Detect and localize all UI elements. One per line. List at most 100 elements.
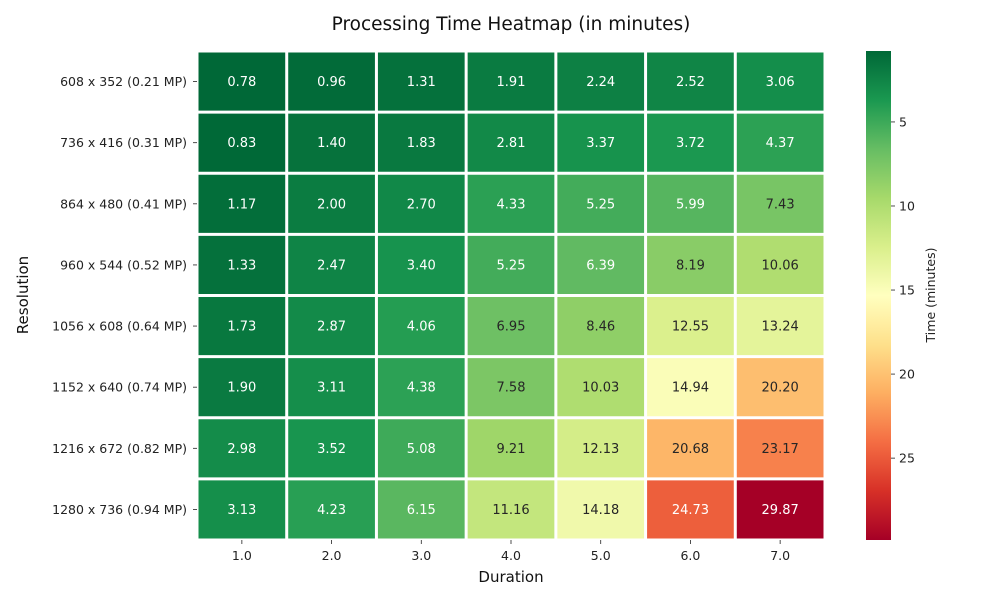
cell-value-label: 3.11 (317, 381, 346, 396)
cell-value-label: 10.06 (762, 258, 799, 273)
x-tick-label: 6.0 (680, 548, 700, 563)
cell-value-label: 2.81 (497, 136, 526, 151)
cell-value-label: 12.55 (672, 320, 709, 335)
cell-value-label: 5.25 (497, 258, 526, 273)
colorbar-title: Time (minutes) (923, 248, 938, 344)
y-tick-label: 864 x 480 (0.41 MP) (60, 196, 187, 211)
heatmap-cell (467, 297, 555, 356)
heatmap-cell (198, 480, 286, 539)
cell-value-label: 3.06 (766, 75, 795, 90)
cell-value-label: 8.19 (676, 258, 705, 273)
heatmap-cell (736, 419, 824, 478)
heatmap-cell (647, 235, 734, 294)
heatmap-cell (377, 174, 465, 233)
cell-value-label: 3.40 (407, 258, 436, 273)
cell-value-label: 6.95 (497, 320, 526, 335)
heatmap-cell (647, 480, 734, 539)
heatmap-cell (467, 113, 555, 172)
cell-value-label: 4.06 (407, 320, 436, 335)
heatmap-cell (557, 297, 645, 356)
heatmap-cell (377, 419, 465, 478)
cell-value-label: 11.16 (492, 503, 529, 518)
cell-value-label: 2.52 (676, 75, 705, 90)
heatmap-cell (467, 174, 555, 233)
heatmap-cell (198, 52, 286, 111)
heatmap-cell (647, 113, 734, 172)
heatmap-cell (557, 113, 645, 172)
heatmap-cell (557, 52, 645, 111)
cell-value-label: 0.96 (317, 75, 346, 90)
x-axis-ticks: 1.0 2.0 3.0 4.0 5.0 6.0 7.0 (232, 540, 790, 563)
heatmap-cell (736, 174, 824, 233)
heatmap-cell (198, 235, 286, 294)
cell-value-label: 5.25 (586, 197, 615, 212)
cell-value-label: 1.90 (227, 381, 256, 396)
cell-value-label: 14.18 (582, 503, 619, 518)
x-tick-label: 5.0 (591, 548, 611, 563)
cell-value-label: 6.39 (586, 258, 615, 273)
cell-value-label: 13.24 (762, 320, 799, 335)
cell-value-label: 3.37 (586, 136, 615, 151)
cell-value-label: 3.72 (676, 136, 705, 151)
cell-value-label: 2.98 (227, 442, 256, 457)
heatmap-cell (288, 297, 375, 356)
heatmap-cell (198, 419, 286, 478)
y-tick-label: 608 x 352 (0.21 MP) (60, 74, 187, 89)
x-tick-label: 1.0 (232, 548, 252, 563)
cell-value-label: 1.91 (497, 75, 526, 90)
cell-value-label: 3.52 (317, 442, 346, 457)
heatmap-cell (288, 358, 375, 417)
cell-value-label: 5.99 (676, 197, 705, 212)
x-axis-title: Duration (478, 568, 543, 586)
cell-value-label: 2.47 (317, 258, 346, 273)
heatmap-cell (288, 52, 375, 111)
heatmap-cell (557, 235, 645, 294)
y-tick-label: 736 x 416 (0.31 MP) (60, 135, 187, 150)
y-tick-label: 1216 x 672 (0.82 MP) (52, 441, 187, 456)
heatmap-cell (377, 358, 465, 417)
colorbar-gradient (866, 51, 891, 540)
colorbar-tick-label: 15 (899, 283, 915, 298)
heatmap-cell (198, 113, 286, 172)
heatmap-cell (467, 235, 555, 294)
heatmap-cell (557, 480, 645, 539)
heatmap-cell (377, 113, 465, 172)
y-tick-label: 1056 x 608 (0.64 MP) (52, 319, 187, 334)
heatmap-cell (288, 174, 375, 233)
cell-value-label: 1.31 (407, 75, 436, 90)
heatmap-cell (377, 235, 465, 294)
cell-value-label: 20.68 (672, 442, 709, 457)
x-tick-label: 7.0 (770, 548, 790, 563)
cell-value-label: 29.87 (762, 503, 799, 518)
heatmap-cell (647, 174, 734, 233)
x-tick-label: 4.0 (501, 548, 521, 563)
heatmap-cell (647, 52, 734, 111)
heatmap-cell (647, 297, 734, 356)
colorbar-tick-label: 25 (899, 451, 915, 466)
heatmap-cell (736, 52, 824, 111)
cell-value-label: 2.87 (317, 320, 346, 335)
colorbar-tick-label: 5 (899, 114, 907, 129)
heatmap-cell (557, 358, 645, 417)
cell-value-label: 1.17 (227, 197, 256, 212)
y-tick-label: 960 x 544 (0.52 MP) (60, 257, 187, 272)
heatmap-cell (377, 52, 465, 111)
cell-value-label: 1.73 (227, 320, 256, 335)
heatmap-cell (736, 480, 824, 539)
cell-value-label: 6.15 (407, 503, 436, 518)
cell-value-label: 10.03 (582, 381, 619, 396)
cell-value-label: 4.37 (766, 136, 795, 151)
cell-value-label: 4.38 (407, 381, 436, 396)
heatmap-cell (467, 358, 555, 417)
heatmap-cell (647, 358, 734, 417)
cell-value-label: 0.83 (227, 136, 256, 151)
cell-value-label: 12.13 (582, 442, 619, 457)
cell-value-label: 2.24 (586, 75, 615, 90)
y-axis-title: Resolution (14, 256, 32, 334)
heatmap-cell (198, 358, 286, 417)
cell-value-label: 2.00 (317, 197, 346, 212)
heatmap-cell (377, 297, 465, 356)
heatmap-cell (736, 113, 824, 172)
